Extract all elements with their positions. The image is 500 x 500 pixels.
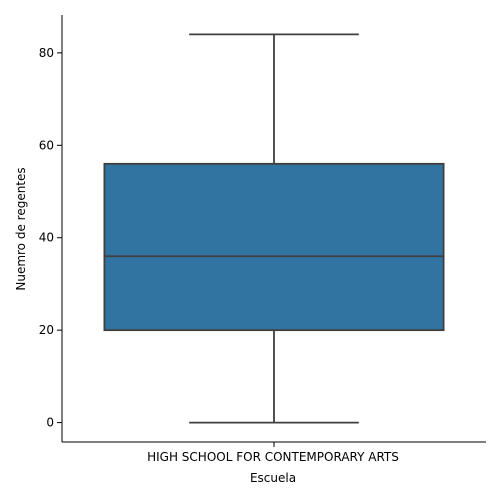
box-series [103,33,445,424]
x-axis-ticks: HIGH SCHOOL FOR CONTEMPORARY ARTS [147,442,399,464]
y-tick-label: 0 [46,416,54,430]
x-tick-label: HIGH SCHOOL FOR CONTEMPORARY ARTS [147,450,399,464]
y-tick-label: 20 [39,323,54,337]
y-tick-label: 60 [39,138,54,152]
y-tick-label: 80 [39,46,54,60]
y-axis-label: Nuemro de regentes [14,167,28,290]
y-tick-label: 40 [39,231,54,245]
y-axis-ticks: 0 20 40 60 80 [39,46,62,430]
x-axis-label: Escuela [250,471,296,485]
iqr-box [103,162,445,332]
